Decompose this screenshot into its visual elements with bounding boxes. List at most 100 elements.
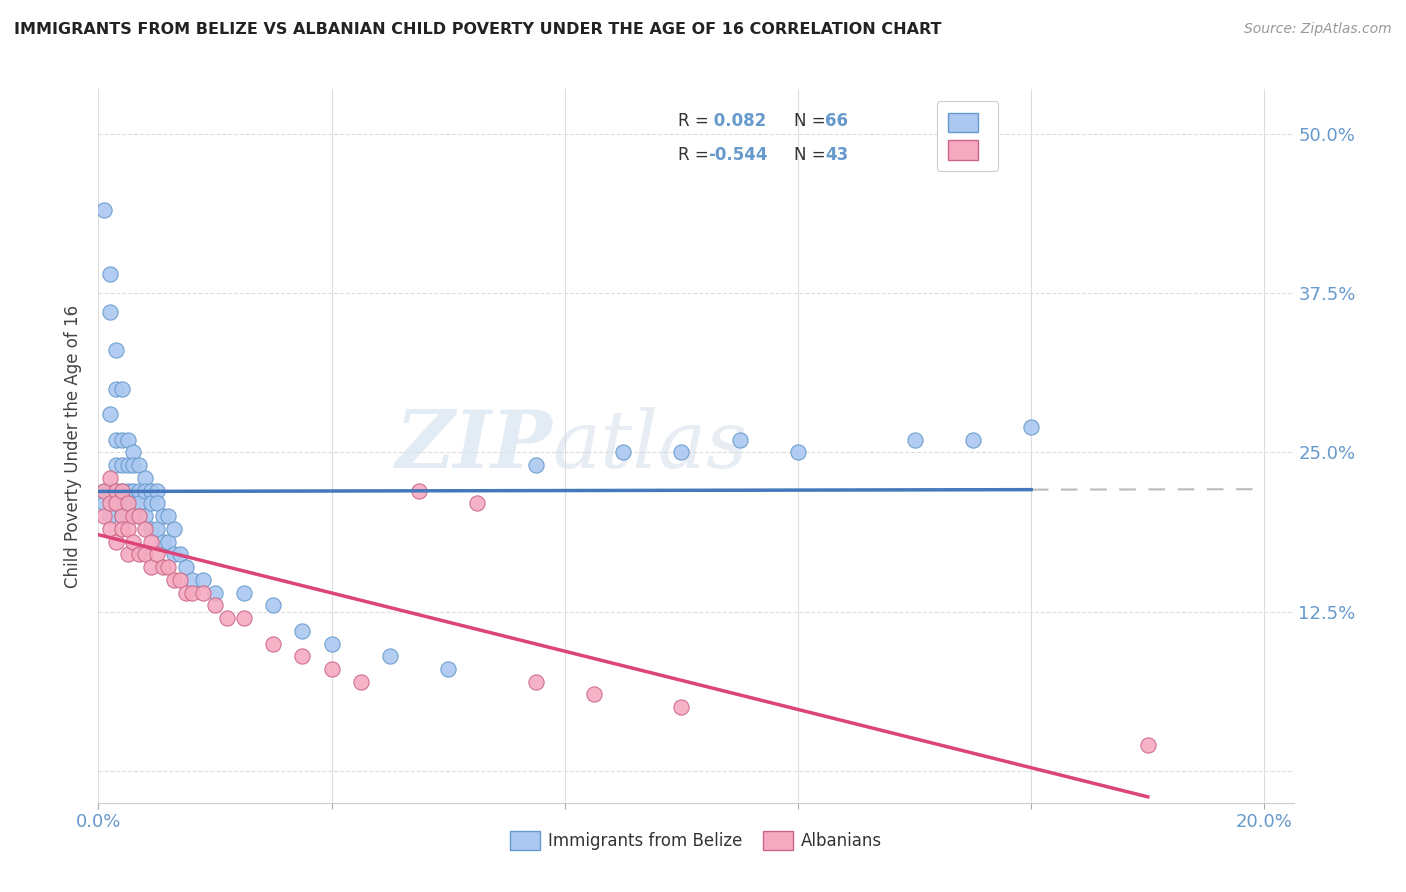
Text: Source: ZipAtlas.com: Source: ZipAtlas.com bbox=[1244, 22, 1392, 37]
Point bbox=[233, 585, 256, 599]
Point bbox=[671, 700, 693, 714]
Point bbox=[157, 534, 180, 549]
Point bbox=[233, 611, 256, 625]
Point bbox=[321, 662, 343, 676]
Point bbox=[174, 560, 197, 574]
Point bbox=[111, 483, 134, 498]
Point bbox=[145, 547, 167, 561]
Point bbox=[408, 483, 430, 498]
Point bbox=[111, 382, 134, 396]
Point bbox=[117, 483, 139, 498]
Point bbox=[174, 585, 197, 599]
Point bbox=[163, 522, 186, 536]
Point bbox=[180, 573, 202, 587]
Point bbox=[467, 496, 489, 510]
Point bbox=[582, 688, 605, 702]
Point bbox=[104, 534, 127, 549]
Point bbox=[111, 483, 134, 498]
Point bbox=[157, 509, 180, 524]
Point bbox=[122, 458, 145, 472]
Point bbox=[98, 522, 121, 536]
Point bbox=[104, 343, 127, 358]
Point bbox=[134, 522, 156, 536]
Point bbox=[152, 534, 174, 549]
Point bbox=[104, 433, 127, 447]
Text: 0.082: 0.082 bbox=[709, 112, 766, 130]
Point bbox=[350, 674, 373, 689]
Point bbox=[262, 599, 284, 613]
Point bbox=[128, 458, 150, 472]
Point bbox=[134, 483, 156, 498]
Point bbox=[111, 433, 134, 447]
Text: N =: N = bbox=[794, 146, 831, 164]
Text: N =: N = bbox=[794, 112, 831, 130]
Point bbox=[180, 585, 202, 599]
Point bbox=[1019, 420, 1042, 434]
Point bbox=[104, 496, 127, 510]
Point bbox=[728, 433, 751, 447]
Point bbox=[93, 483, 115, 498]
Point bbox=[122, 509, 145, 524]
Point bbox=[128, 483, 150, 498]
Point bbox=[163, 573, 186, 587]
Point bbox=[104, 496, 127, 510]
Point bbox=[111, 509, 134, 524]
Point bbox=[98, 267, 121, 281]
Point bbox=[104, 483, 127, 498]
Point bbox=[128, 496, 150, 510]
Point bbox=[98, 496, 121, 510]
Point bbox=[215, 611, 238, 625]
Text: ZIP: ZIP bbox=[395, 408, 553, 484]
Legend: Immigrants from Belize, Albanians: Immigrants from Belize, Albanians bbox=[502, 822, 890, 859]
Point bbox=[128, 509, 150, 524]
Point bbox=[98, 509, 121, 524]
Point bbox=[104, 382, 127, 396]
Point bbox=[145, 496, 167, 510]
Point bbox=[98, 471, 121, 485]
Point bbox=[193, 585, 215, 599]
Point bbox=[524, 674, 547, 689]
Point bbox=[104, 483, 127, 498]
Point bbox=[117, 547, 139, 561]
Point bbox=[437, 662, 460, 676]
Point bbox=[903, 433, 925, 447]
Point bbox=[139, 483, 162, 498]
Text: IMMIGRANTS FROM BELIZE VS ALBANIAN CHILD POVERTY UNDER THE AGE OF 16 CORRELATION: IMMIGRANTS FROM BELIZE VS ALBANIAN CHILD… bbox=[14, 22, 942, 37]
Point bbox=[98, 305, 121, 319]
Text: 43: 43 bbox=[825, 146, 848, 164]
Point bbox=[134, 471, 156, 485]
Point bbox=[145, 522, 167, 536]
Point bbox=[671, 445, 693, 459]
Point bbox=[117, 458, 139, 472]
Point bbox=[117, 522, 139, 536]
Point bbox=[169, 547, 191, 561]
Point bbox=[93, 483, 115, 498]
Point bbox=[139, 534, 162, 549]
Point bbox=[134, 509, 156, 524]
Point bbox=[122, 445, 145, 459]
Point bbox=[152, 509, 174, 524]
Text: R =: R = bbox=[678, 146, 714, 164]
Point bbox=[98, 407, 121, 421]
Point bbox=[128, 547, 150, 561]
Point bbox=[117, 496, 139, 510]
Point bbox=[204, 585, 226, 599]
Text: R =: R = bbox=[678, 112, 714, 130]
Point bbox=[291, 649, 314, 664]
Text: 66: 66 bbox=[825, 112, 848, 130]
Point bbox=[378, 649, 401, 664]
Point bbox=[117, 496, 139, 510]
Point bbox=[157, 560, 180, 574]
Point bbox=[204, 599, 226, 613]
Point bbox=[111, 458, 134, 472]
Point bbox=[787, 445, 810, 459]
Point bbox=[104, 458, 127, 472]
Point bbox=[139, 522, 162, 536]
Point bbox=[117, 509, 139, 524]
Text: atlas: atlas bbox=[553, 408, 748, 484]
Point bbox=[152, 560, 174, 574]
Point bbox=[128, 509, 150, 524]
Point bbox=[169, 573, 191, 587]
Point bbox=[524, 458, 547, 472]
Point bbox=[612, 445, 634, 459]
